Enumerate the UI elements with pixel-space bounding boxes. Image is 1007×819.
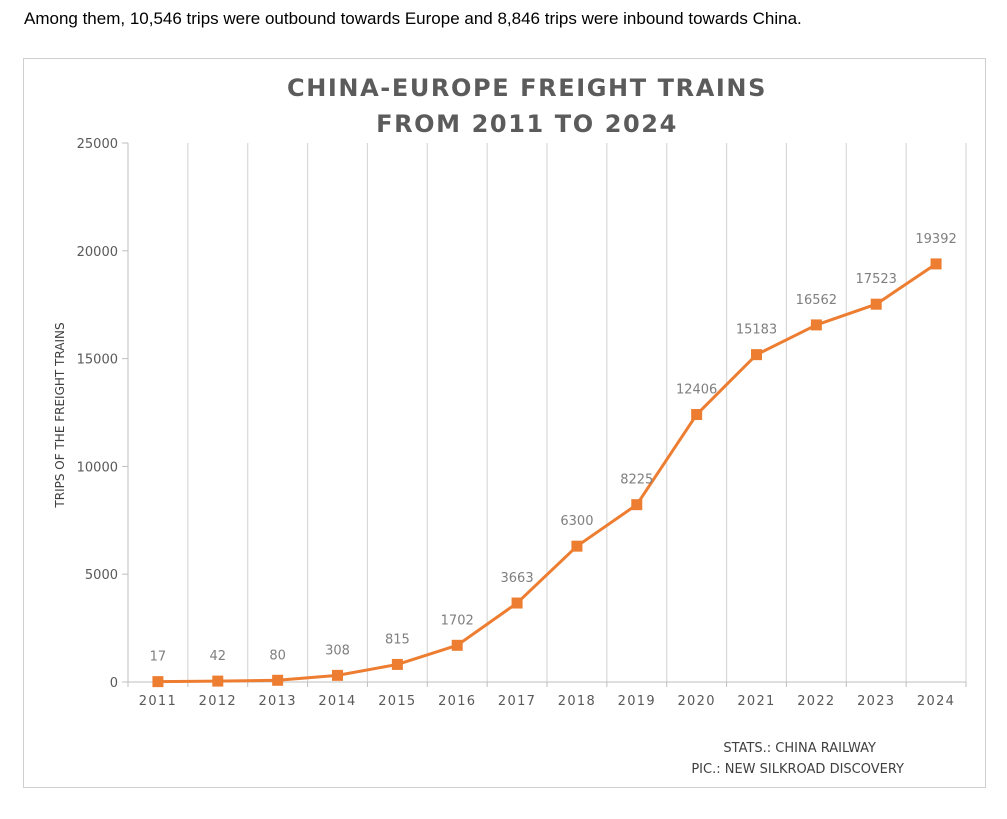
data-label: 16562: [796, 293, 837, 308]
x-tick-label: 2017: [498, 694, 536, 709]
y-tick-label: 0: [110, 676, 118, 691]
data-point-marker: [751, 349, 762, 361]
labels: 0 5000 10000 15000 20000 25000 2011 2012 2013 201…: [77, 137, 957, 709]
data-label: 42: [210, 649, 227, 664]
x-tick-label: 2019: [618, 694, 656, 709]
x-tick-label: 2011: [139, 694, 177, 709]
data-point-marker: [212, 675, 224, 687]
data-label: 17: [150, 650, 167, 665]
series-line-path: [156, 262, 938, 684]
data-point-marker: [870, 298, 882, 310]
axes: [122, 142, 967, 687]
x-tick-label: 2012: [199, 694, 237, 709]
data-markers: [152, 258, 942, 688]
x-tick-label: 2022: [797, 694, 835, 709]
data-label: 3663: [501, 571, 534, 586]
x-tick-label: 2018: [558, 694, 596, 709]
data-label: 12406: [676, 383, 717, 398]
chart-title-line-2: FROM 2011 TO 2024: [376, 110, 678, 138]
data-point-marker: [451, 639, 463, 651]
line-chart: 0 5000 10000 15000 20000 25000 2011 2012 2013 201…: [53, 74, 967, 777]
data-label: 308: [325, 643, 350, 658]
y-axis-label: TRIPS OF THE FREIGHT TRAINS: [53, 322, 67, 508]
chart-title-line-1: CHINA-EUROPE FREIGHT TRAINS: [287, 74, 767, 102]
y-tick-label: 25000: [77, 137, 118, 152]
data-label: 815: [385, 632, 410, 647]
series-line: [156, 262, 938, 684]
data-label: 19392: [915, 232, 956, 247]
data-point-marker: [152, 676, 164, 688]
x-tick-label: 2013: [258, 694, 296, 709]
data-point-marker: [691, 409, 703, 421]
x-tick-label: 2021: [737, 694, 775, 709]
data-point-marker: [930, 258, 942, 270]
y-tick-label: 10000: [77, 460, 118, 475]
data-point-marker: [511, 597, 523, 609]
data-point-marker: [391, 658, 403, 670]
data-label: 80: [269, 648, 286, 663]
intro-text: Among them, 10,546 trips were outbound t…: [24, 9, 802, 28]
data-label: 17523: [856, 272, 897, 287]
x-tick-label: 2015: [378, 694, 416, 709]
credit-stats: STATS.: CHINA RAILWAY: [723, 741, 876, 756]
data-point-marker: [272, 674, 284, 686]
x-tick-label: 2014: [318, 694, 356, 709]
x-tick-label: 2016: [438, 694, 476, 709]
data-point-marker: [571, 540, 583, 552]
x-tick-label: 2024: [917, 694, 955, 709]
data-label: 1702: [441, 613, 474, 628]
data-label: 15183: [736, 323, 777, 338]
y-tick-label: 5000: [85, 568, 118, 583]
x-tick-label: 2020: [677, 694, 715, 709]
data-point-marker: [631, 499, 643, 511]
y-tick-label: 15000: [77, 353, 118, 368]
x-tick-label: 2023: [857, 694, 895, 709]
credit-pic: PIC.: NEW SILKROAD DISCOVERY: [691, 762, 904, 777]
data-label: 8225: [620, 473, 653, 488]
chart-frame: 0 5000 10000 15000 20000 25000 2011 2012 2013 201…: [23, 58, 986, 788]
data-point-marker: [810, 319, 822, 331]
grid-lines: [187, 143, 967, 682]
data-label: 6300: [560, 514, 593, 529]
y-tick-label: 20000: [77, 245, 118, 260]
data-point-marker: [332, 669, 343, 681]
